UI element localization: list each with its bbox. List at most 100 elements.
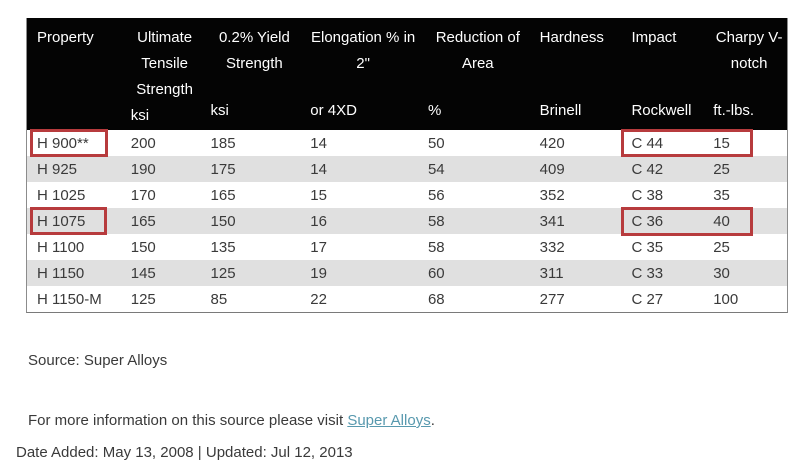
column-header: Charpy V-notch ft.-lbs. [703,18,787,130]
value-cell: 17 [310,238,327,256]
value-cell: 15 [310,186,327,204]
column-header: Impact Rockwell [621,18,703,130]
column-header: Reduction of Area% [418,18,530,130]
value-cell: 85 [210,290,228,308]
value-cell: 56 [427,186,445,204]
value-cell: 25 [713,238,730,256]
column-title: Charpy V-notch [715,29,783,72]
value-cell: 19 [310,264,327,282]
value-cell: 420 [539,134,565,152]
property-cell: H 1100 [37,238,85,256]
column-unit: ft.-lbs. [713,102,755,119]
value-cell: C 33 [631,264,664,282]
value-cell: 190 [130,160,156,178]
value-cell: 332 [539,238,565,256]
value-cell: 68 [427,290,445,308]
value-cell: 200 [130,134,156,152]
value-cell: 40 [713,212,730,230]
property-cell: H 925 [37,160,78,178]
highlight-box [30,129,108,157]
more-info-text: For more information on this source plea… [28,412,348,429]
value-cell: C 38 [631,186,664,204]
value-cell: 58 [427,212,445,230]
date-added-line: Date Added: May 13, 2008 | Updated: Jul … [16,444,353,461]
table-row: H 1150-M 125 85 22 68 277 C 27 100 [27,286,787,312]
value-cell: 277 [539,290,565,308]
value-cell: C 35 [631,238,664,256]
table-row: H 1100 150 135 17 58 332 C 35 25 [27,234,787,260]
table-row: H 925 190 175 14 54 409 C 42 25 [27,156,787,182]
value-cell: 16 [310,212,327,230]
value-cell: 22 [310,290,327,308]
highlight-box [621,207,753,236]
column-unit: or 4XD [310,102,357,119]
table-row: H 1150 145 125 19 60 311 C 33 30 [27,260,787,286]
table-row: H 1025 170 165 15 56 352 C 38 35 [27,182,787,208]
value-cell: 352 [539,186,565,204]
column-title: Hardness [539,29,604,46]
value-cell: 135 [210,238,236,256]
value-cell: 165 [210,186,236,204]
value-cell: 100 [713,290,739,308]
super-alloys-link[interactable]: Super Alloys [347,412,431,429]
material-properties-table: Property Ultimate Tensile Strength ksi 0.2%… [26,18,788,313]
value-cell: 25 [713,160,730,178]
value-cell: 150 [130,238,156,256]
property-cell: H 1075 [37,212,86,230]
value-cell: 165 [130,212,156,230]
value-cell: 150 [210,212,236,230]
value-cell: 35 [713,186,730,204]
table-row: H 900** 200 185 14 50 420 C 44 15 [27,130,787,156]
value-cell: 125 [210,264,236,282]
more-info-line: For more information on this source plea… [28,412,435,429]
value-cell: 14 [310,160,327,178]
value-cell: 311 [539,264,564,282]
value-cell: 175 [210,160,236,178]
property-cell: H 1025 [37,186,86,204]
column-title: Property [37,29,94,46]
column-header: Hardness Brinell [530,18,622,130]
column-header: 0.2% Yield Strength ksi [201,18,301,130]
table-body: H 900** 200 185 14 50 420 C 44 15 H 925 190 175 14 5… [27,130,787,312]
value-cell: C 36 [631,212,664,230]
value-cell: 58 [427,238,445,256]
value-cell: C 27 [631,290,664,308]
value-cell: 170 [130,186,156,204]
value-cell: 50 [427,134,445,152]
column-title: 0.2% Yield Strength [218,29,290,72]
column-unit: % [427,102,442,119]
source-label: Source: Super Alloys [28,352,168,369]
highlight-box [621,129,753,157]
value-cell: 54 [427,160,445,178]
value-cell: 185 [210,134,236,152]
column-unit: Rockwell [631,102,692,119]
table-header-row: Property Ultimate Tensile Strength ksi 0.2%… [27,18,787,130]
column-title: Elongation % in 2" [311,29,416,72]
property-cell: H 1150-M [37,290,102,308]
value-cell: 145 [130,264,156,282]
value-cell: 30 [713,264,730,282]
value-cell: C 44 [631,134,664,152]
column-title: Reduction of Area [435,29,520,72]
value-cell: C 42 [631,160,664,178]
column-unit: ksi [130,107,150,124]
value-cell: 409 [539,160,565,178]
value-cell: 125 [130,290,156,308]
property-cell: H 1150 [37,264,85,282]
value-cell: 60 [427,264,445,282]
more-info-period: . [430,412,435,429]
value-cell: 14 [310,134,327,152]
column-unit: ksi [210,102,229,119]
column-title: Impact [631,29,677,46]
column-header: Property [27,18,121,130]
value-cell: 15 [713,134,730,152]
table-row: H 1075 165 150 16 58 341 C 36 40 [27,208,787,234]
column-unit: Brinell [539,102,582,119]
value-cell: 341 [539,212,565,230]
column-header: Ultimate Tensile Strength ksi [121,18,201,130]
column-header: Elongation % in 2" or 4XD [300,18,418,130]
column-title: Ultimate Tensile Strength [136,29,193,98]
property-cell: H 900** [37,134,89,152]
highlight-box [30,207,107,235]
